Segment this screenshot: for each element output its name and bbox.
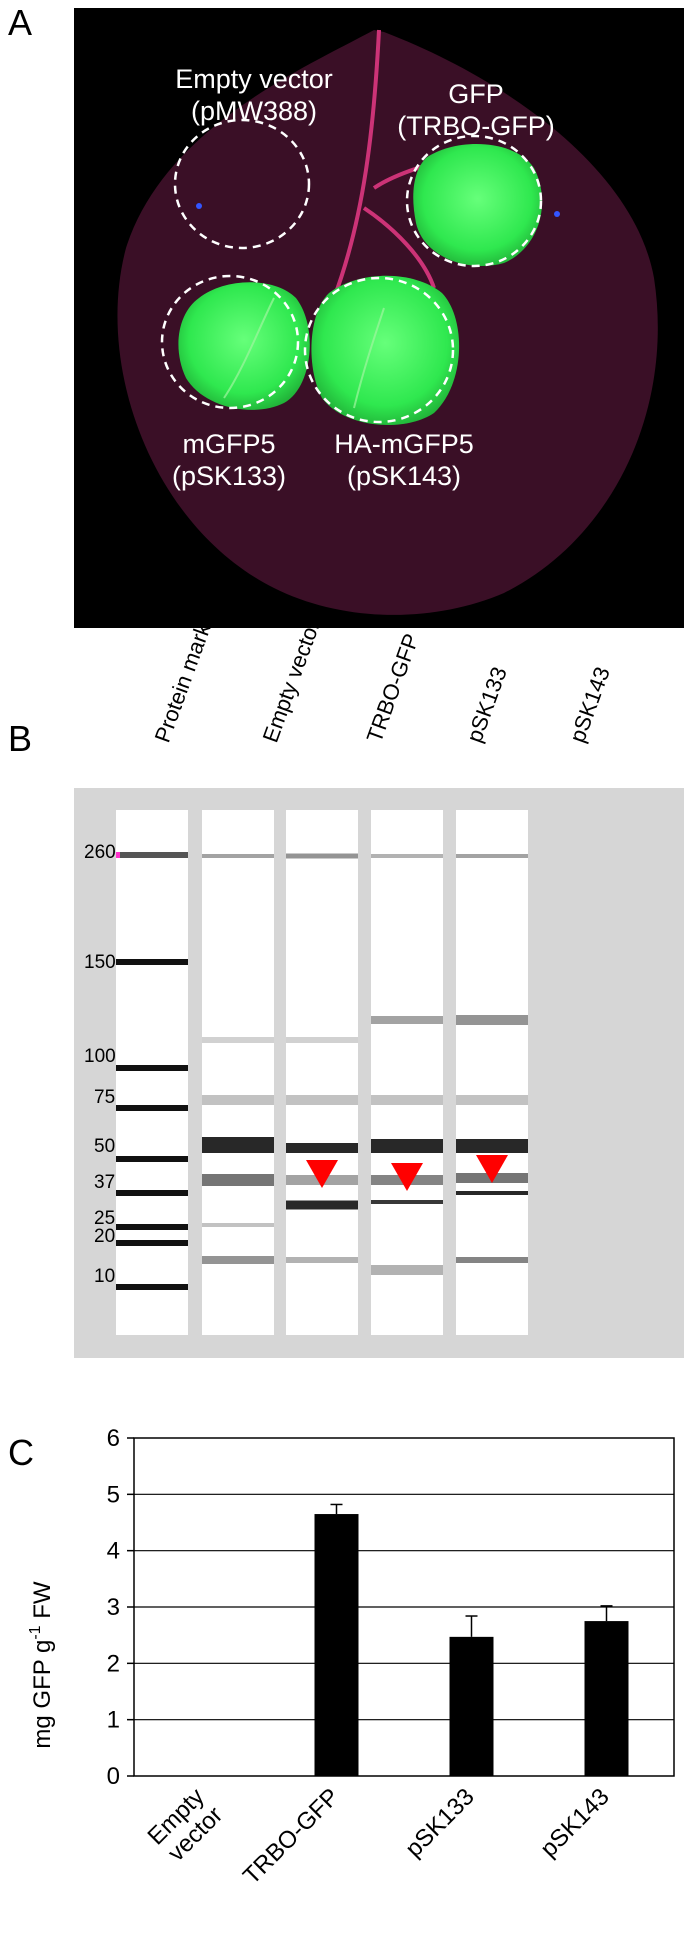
mw-label-25: 25 bbox=[94, 1208, 116, 1229]
sample-band-3-6 bbox=[371, 1265, 443, 1275]
marker-band-4 bbox=[116, 1156, 188, 1162]
x-category-label-3: pSK143 bbox=[535, 1783, 614, 1862]
gfp-band-arrow-2 bbox=[476, 1155, 508, 1183]
sample-band-4-5 bbox=[456, 1191, 528, 1195]
mw-label-20: 20 bbox=[94, 1226, 116, 1247]
sample-band-3-2 bbox=[371, 1095, 443, 1105]
mw-label-260: 260 bbox=[84, 842, 116, 863]
sample-band-2-5 bbox=[286, 1200, 358, 1210]
x-category-label-2: pSK133 bbox=[400, 1783, 479, 1862]
leaf-label-empty-vector: Empty vector (pMW388) bbox=[175, 64, 333, 126]
y-tick-label-6: 6 bbox=[107, 1425, 120, 1452]
marker-band-2 bbox=[116, 1065, 188, 1071]
marker-dye-spot bbox=[116, 852, 120, 858]
infiltration-circle-psk133 bbox=[160, 274, 300, 410]
y-tick-label-4: 4 bbox=[107, 1538, 120, 1565]
gel-lane-4 bbox=[456, 810, 528, 1335]
y-tick-label-5: 5 bbox=[107, 1481, 120, 1508]
x-category-line-1-0: TRBO-GFP bbox=[238, 1783, 345, 1890]
y-axis-label-main: mg GFP g bbox=[29, 1640, 56, 1749]
x-category-label-1: TRBO-GFP bbox=[238, 1783, 345, 1890]
sample-band-2-6 bbox=[286, 1257, 358, 1263]
y-tick-label-1: 1 bbox=[107, 1707, 120, 1734]
x-category-label-0: Emptyvector bbox=[143, 1783, 229, 1869]
mw-label-150: 150 bbox=[84, 952, 116, 973]
y-tick-label-2: 2 bbox=[107, 1650, 120, 1677]
panel-letter-b: B bbox=[8, 718, 33, 759]
marker-band-5 bbox=[116, 1190, 188, 1196]
gfp-spot-psk143 bbox=[311, 275, 460, 425]
mw-label-100: 100 bbox=[84, 1046, 116, 1067]
panel-letter-c: C bbox=[8, 1432, 34, 1473]
sample-band-4-0 bbox=[456, 854, 528, 858]
sample-band-1-1 bbox=[202, 1037, 274, 1043]
sample-band-3-3 bbox=[371, 1139, 443, 1153]
sample-band-2-3 bbox=[286, 1143, 358, 1153]
leaf-label-mgfp5: mGFP5 (pSK133) bbox=[171, 429, 287, 491]
leaf-label-ha-mgfp5: HA-mGFP5 (pSK143) bbox=[334, 429, 474, 491]
gel-lane-0 bbox=[116, 810, 188, 1335]
sample-band-4-3 bbox=[456, 1139, 528, 1153]
bar-chart: 0 1 2 3 4 5 6 Emptyvector TRBO-GFP pSK133 pSK143 m… bbox=[27, 1425, 675, 1890]
leaf-illustration bbox=[117, 29, 658, 615]
gfp-band-arrow-1 bbox=[391, 1163, 423, 1191]
y-axis-label-unit: FW bbox=[29, 1581, 56, 1625]
x-category-line-2-0: pSK133 bbox=[400, 1783, 479, 1862]
sample-band-3-0 bbox=[371, 854, 443, 858]
gfp-yield-chart: 0 1 2 3 4 5 6 Emptyvector TRBO-GFP pSK133 pSK143 m… bbox=[0, 1420, 685, 1944]
sample-band-1-5 bbox=[202, 1223, 274, 1227]
gel-lane-2 bbox=[286, 810, 358, 1335]
sample-band-1-6 bbox=[202, 1256, 274, 1264]
sample-band-1-3 bbox=[202, 1137, 274, 1153]
protein-gel-panel: Protein marker Empty vector TRBO-GFP pSK… bbox=[74, 602, 684, 1360]
leaf-fluorescence-image: Empty vector (pMW388) GFP (TRBO-GFP) mGF… bbox=[74, 8, 684, 628]
sample-band-1-0 bbox=[202, 854, 274, 858]
y-axis-label-exponent: -1 bbox=[27, 1625, 44, 1639]
bar-1 bbox=[314, 1514, 359, 1776]
sample-band-4-2 bbox=[456, 1095, 528, 1105]
x-category-line-3-0: pSK143 bbox=[535, 1783, 614, 1862]
mw-label-10: 10 bbox=[94, 1266, 116, 1287]
y-axis-label: mg GFP g-1 FW bbox=[27, 1581, 56, 1749]
gel-lane-3 bbox=[371, 810, 443, 1335]
sample-band-4-1 bbox=[456, 1015, 528, 1025]
sample-band-2-1 bbox=[286, 1037, 358, 1043]
panel-letter-a: A bbox=[8, 2, 33, 43]
y-tick-label-0: 0 bbox=[107, 1763, 120, 1790]
sample-band-3-1 bbox=[371, 1016, 443, 1024]
marker-band-3 bbox=[116, 1105, 188, 1111]
sample-band-3-5 bbox=[371, 1200, 443, 1204]
marker-band-6 bbox=[116, 1224, 188, 1230]
gel-lane-1 bbox=[202, 810, 274, 1335]
marker-band-7 bbox=[116, 1240, 188, 1246]
mw-label-75: 75 bbox=[94, 1087, 116, 1108]
sample-band-1-4 bbox=[202, 1174, 274, 1186]
sample-band-4-6 bbox=[456, 1257, 528, 1263]
bar-2 bbox=[449, 1636, 494, 1776]
leaf-label-gfp: GFP (TRBO-GFP) bbox=[397, 79, 555, 141]
infiltration-circle-trbo bbox=[405, 134, 543, 268]
gfp-spot-psk133 bbox=[178, 282, 310, 410]
infiltration-circle-empty bbox=[173, 118, 311, 250]
marker-band-0 bbox=[116, 852, 188, 858]
gfp-band-arrow-0 bbox=[306, 1160, 338, 1188]
sample-band-1-2 bbox=[202, 1095, 274, 1105]
marker-band-8 bbox=[116, 1284, 188, 1290]
marker-band-1 bbox=[116, 959, 188, 965]
sample-band-2-0 bbox=[286, 853, 358, 859]
gel-image bbox=[74, 788, 684, 1358]
infiltration-circle-psk143 bbox=[303, 276, 455, 424]
y-tick-label-3: 3 bbox=[107, 1594, 120, 1621]
sample-band-2-2 bbox=[286, 1095, 358, 1105]
bar-3 bbox=[584, 1621, 629, 1776]
mw-label-37: 37 bbox=[94, 1172, 116, 1193]
mw-label-50: 50 bbox=[94, 1136, 116, 1157]
gfp-spot-trbo bbox=[413, 144, 543, 267]
